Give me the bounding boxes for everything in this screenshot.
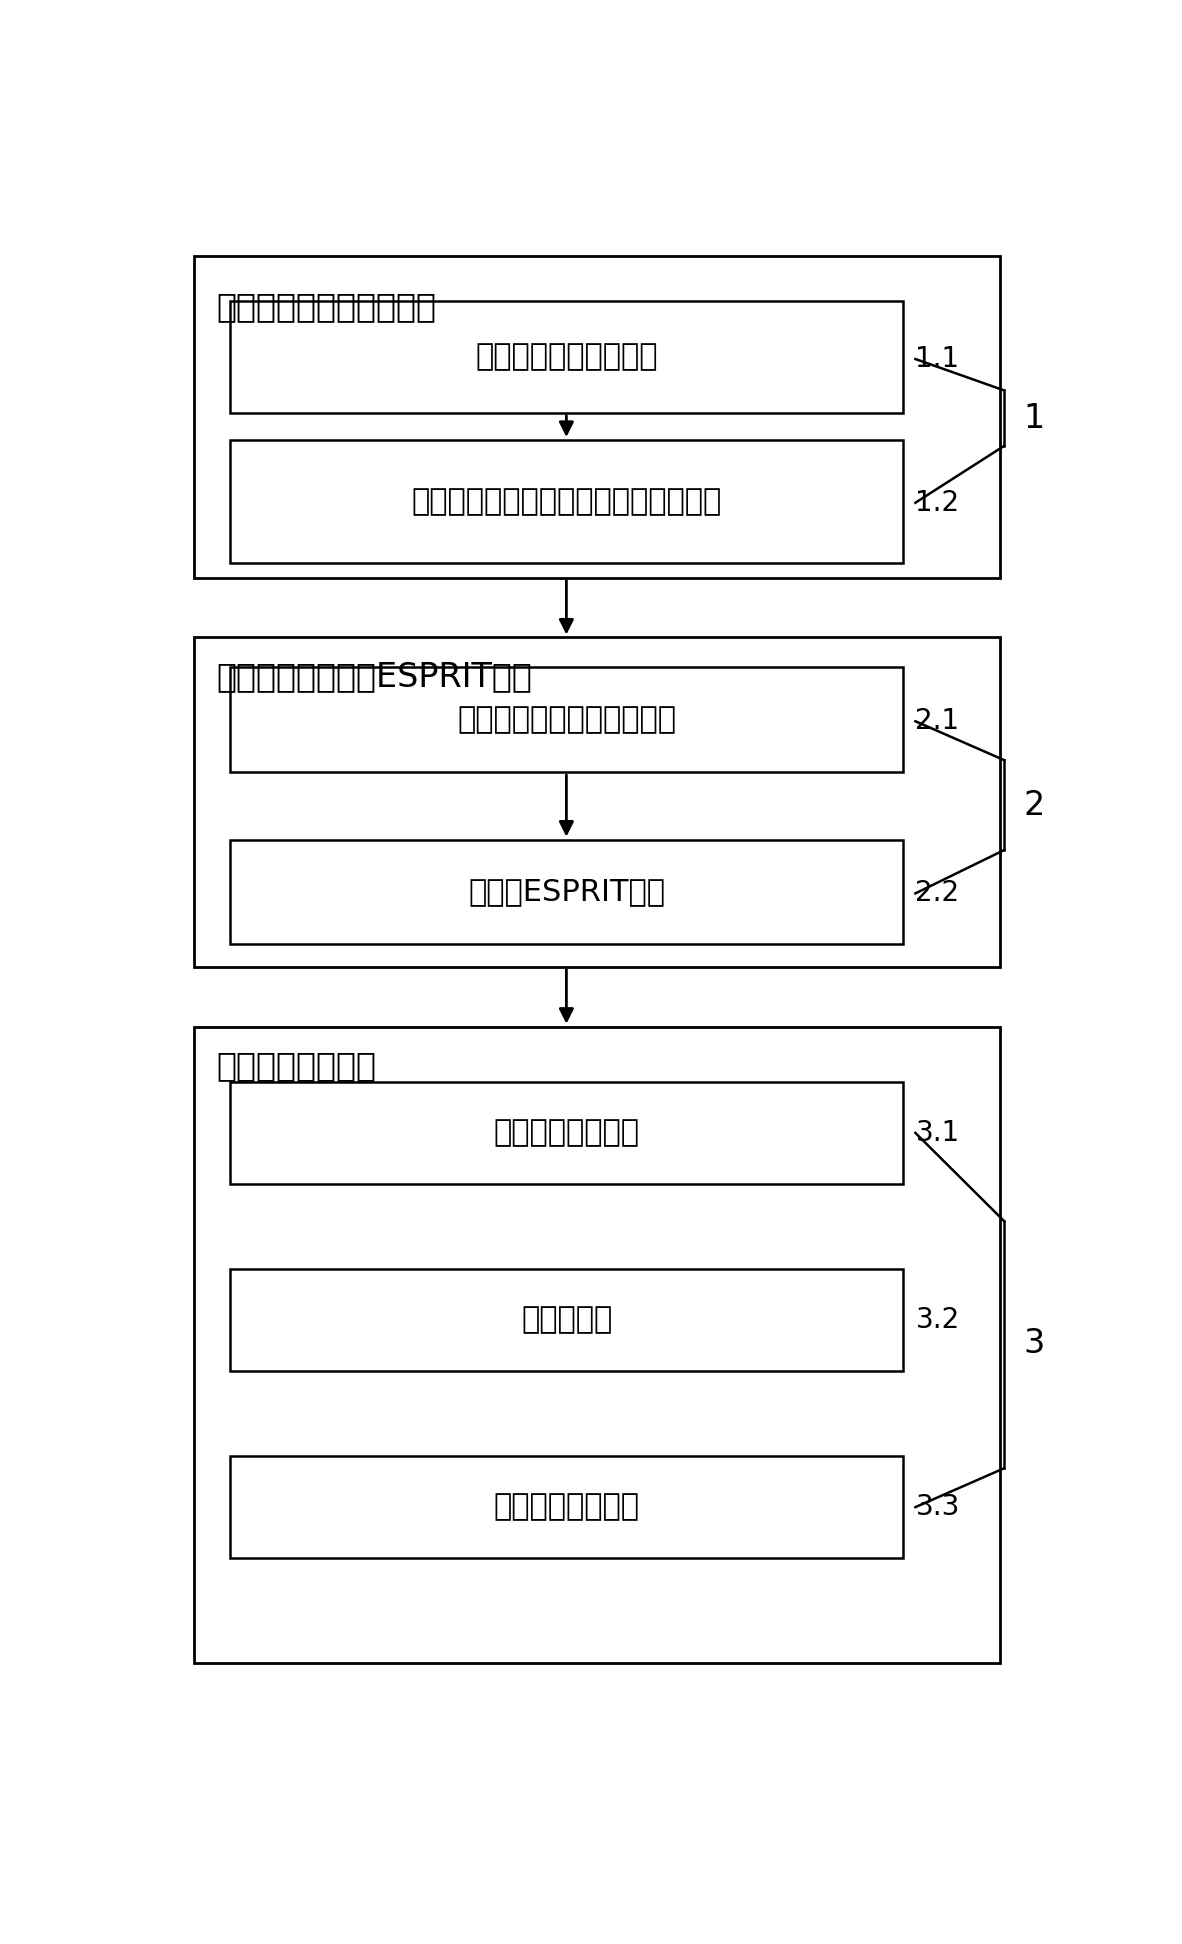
Text: 1.2: 1.2: [915, 488, 960, 517]
Bar: [194, 257, 1000, 577]
Bar: [230, 840, 903, 945]
Text: 2.1: 2.1: [915, 708, 960, 735]
Bar: [230, 301, 903, 412]
Text: 重建原始频域信道: 重建原始频域信道: [216, 1050, 376, 1083]
Text: 三维酉ESPRIT算法: 三维酉ESPRIT算法: [468, 877, 665, 906]
Text: 1.1: 1.1: [915, 344, 960, 373]
Text: 重建频域信道矩阵: 重建频域信道矩阵: [494, 1493, 639, 1522]
Bar: [194, 1026, 1000, 1662]
Text: 3.1: 3.1: [915, 1120, 960, 1147]
Text: 2.2: 2.2: [915, 879, 960, 908]
Bar: [230, 667, 903, 772]
Text: 重建导向矢量矩阵: 重建导向矢量矩阵: [494, 1118, 639, 1147]
Text: 3: 3: [1024, 1328, 1045, 1361]
Bar: [230, 1269, 903, 1371]
Text: 1: 1: [1024, 402, 1045, 435]
Bar: [230, 1456, 903, 1557]
Text: 设计训练信号并量化处理: 设计训练信号并量化处理: [216, 290, 436, 323]
Text: 设计收发端的训练信号: 设计收发端的训练信号: [475, 342, 658, 371]
Text: 联合处理所有子载波的信号: 联合处理所有子载波的信号: [457, 706, 676, 735]
Bar: [194, 638, 1000, 966]
Text: 2: 2: [1024, 789, 1045, 822]
Bar: [230, 439, 903, 562]
Text: 联合处理与三维酉ESPRIT算法: 联合处理与三维酉ESPRIT算法: [216, 659, 532, 692]
Text: 对相移网络中移相器的相位值量化处理: 对相移网络中移相器的相位值量化处理: [411, 486, 722, 515]
Text: 3.2: 3.2: [915, 1306, 960, 1334]
Bar: [230, 1083, 903, 1184]
Text: 3.3: 3.3: [915, 1493, 960, 1520]
Text: 计算复增益: 计算复增益: [521, 1306, 612, 1334]
